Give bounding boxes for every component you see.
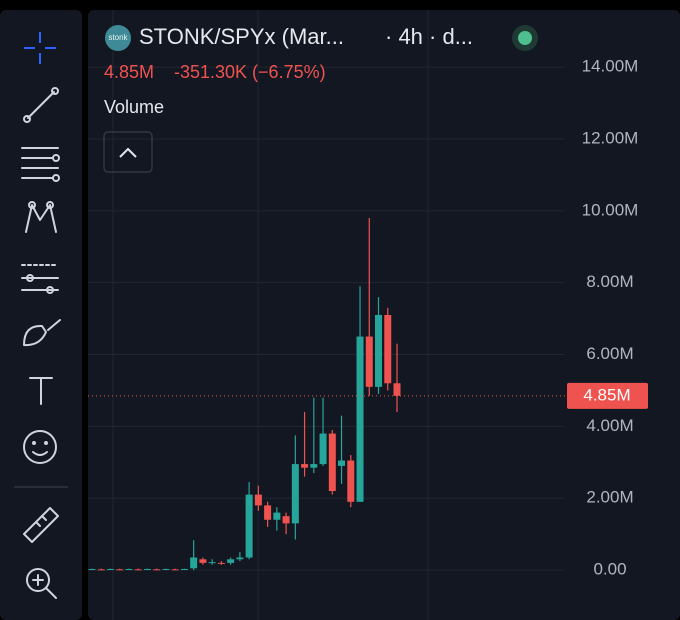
symbol: STONK/SPYx (Mar... <box>139 24 344 49</box>
candles <box>88 218 566 571</box>
candle-body <box>134 569 142 571</box>
logo-text: stonk <box>108 33 128 42</box>
last-price-tag <box>567 382 648 409</box>
candle-body <box>97 569 105 571</box>
candle-body <box>264 505 272 520</box>
candle-body <box>356 336 364 502</box>
candle-body <box>282 516 290 524</box>
candle-body <box>301 464 309 468</box>
candle-body <box>190 557 198 569</box>
y-tick-label: 14.00M <box>582 57 639 76</box>
candle-body <box>217 562 225 564</box>
candle-body <box>393 383 401 396</box>
candle-body <box>143 568 151 570</box>
candle-body <box>88 568 96 570</box>
y-tick-label: 4.00M <box>586 416 633 435</box>
chart-panel <box>88 10 680 620</box>
candle-body <box>347 460 355 502</box>
price-axis: 0.00 2.00M 4.00M 6.00M 8.00M 10.00M 12.00M 14.0… <box>567 57 648 579</box>
toolbar <box>0 10 82 620</box>
candle-body <box>310 464 318 468</box>
y-tick-label: 6.00M <box>586 344 633 363</box>
y-tick-label: 0.00 <box>593 560 626 579</box>
candle-body <box>273 512 281 520</box>
status-dot <box>518 31 532 45</box>
candle-body <box>319 433 327 465</box>
candle-body <box>171 569 179 571</box>
candle-body <box>180 568 188 570</box>
candle-body <box>365 336 373 387</box>
logo <box>105 25 131 51</box>
candle-body <box>375 315 383 387</box>
candle-body <box>291 464 299 524</box>
candle-body <box>208 562 216 564</box>
candle-body <box>338 460 346 466</box>
candle-body <box>328 433 336 492</box>
candle-body <box>245 494 253 558</box>
candle-body <box>153 569 161 571</box>
grid <box>88 10 565 620</box>
candle-body <box>236 557 244 560</box>
y-tick-label: 2.00M <box>586 488 633 507</box>
legend-header: stonk STONK/SPYx (Mar... · 4h · d... 4.8… <box>103 24 538 173</box>
candle-body <box>384 315 392 384</box>
last-value: 4.85M <box>104 62 154 82</box>
candle-body <box>227 559 235 563</box>
y-tick-label: 12.00M <box>582 128 639 147</box>
candle-body <box>162 568 170 570</box>
indicator: Volume <box>104 97 164 117</box>
collapse-button[interactable] <box>103 131 153 173</box>
y-tick-label: 10.00M <box>582 200 639 219</box>
candle-body <box>125 568 133 570</box>
last-price-label: 4.85M <box>583 385 630 404</box>
toolbar-icons[interactable] <box>14 32 68 599</box>
change: -351.30K (−6.75%) <box>174 62 326 82</box>
y-tick-label: 8.00M <box>586 272 633 291</box>
interval: · 4h · d... <box>385 24 473 49</box>
candle-body <box>106 568 114 570</box>
candle-body <box>254 494 262 506</box>
candle-body <box>199 559 207 563</box>
candle-body <box>116 569 124 571</box>
